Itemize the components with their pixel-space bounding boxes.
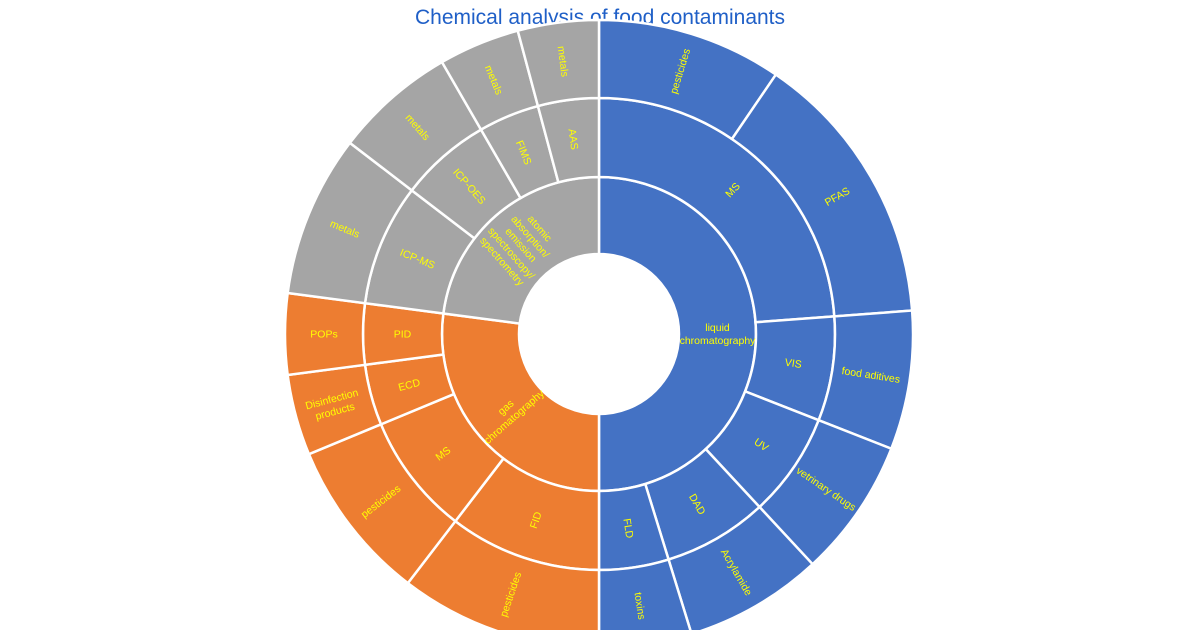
label-atomic-absorption-emission-spectroscopy-spectrometry-aas: AAS <box>566 128 581 150</box>
label-atomic-absorption-emission-spectroscopy-spectrometry-aas-metals: metals <box>555 45 571 77</box>
label-gas-chromatography-fid: FID <box>528 510 545 530</box>
chart-title: Chemical analysis of food contaminants <box>414 6 786 29</box>
label-liquid-chromatography-fld-toxins: toxins <box>632 592 648 621</box>
label-gas-chromatography-ecd-disinfection-products: Disinfectionproducts <box>304 387 363 425</box>
sunburst-segment-atomic-absorption-emission-spectroscopy-spectrometry-aas-metals <box>516 18 601 108</box>
label-liquid-chromatography-vis: VIS <box>784 357 803 371</box>
label-atomic-absorption-emission-spectroscopy-spectrometry: atomicabsorption/emissionspectroscopy/sp… <box>476 200 565 290</box>
label-gas-chromatography-pid-pops: POPs <box>310 329 337 341</box>
label-gas-chromatography-ecd: ECD <box>397 377 422 394</box>
label-gas-chromatography-pid: PID <box>394 329 412 341</box>
label-liquid-chromatography-fld: FLD <box>620 518 635 540</box>
label-liquid-chromatography: liquid chromatography <box>680 322 757 347</box>
